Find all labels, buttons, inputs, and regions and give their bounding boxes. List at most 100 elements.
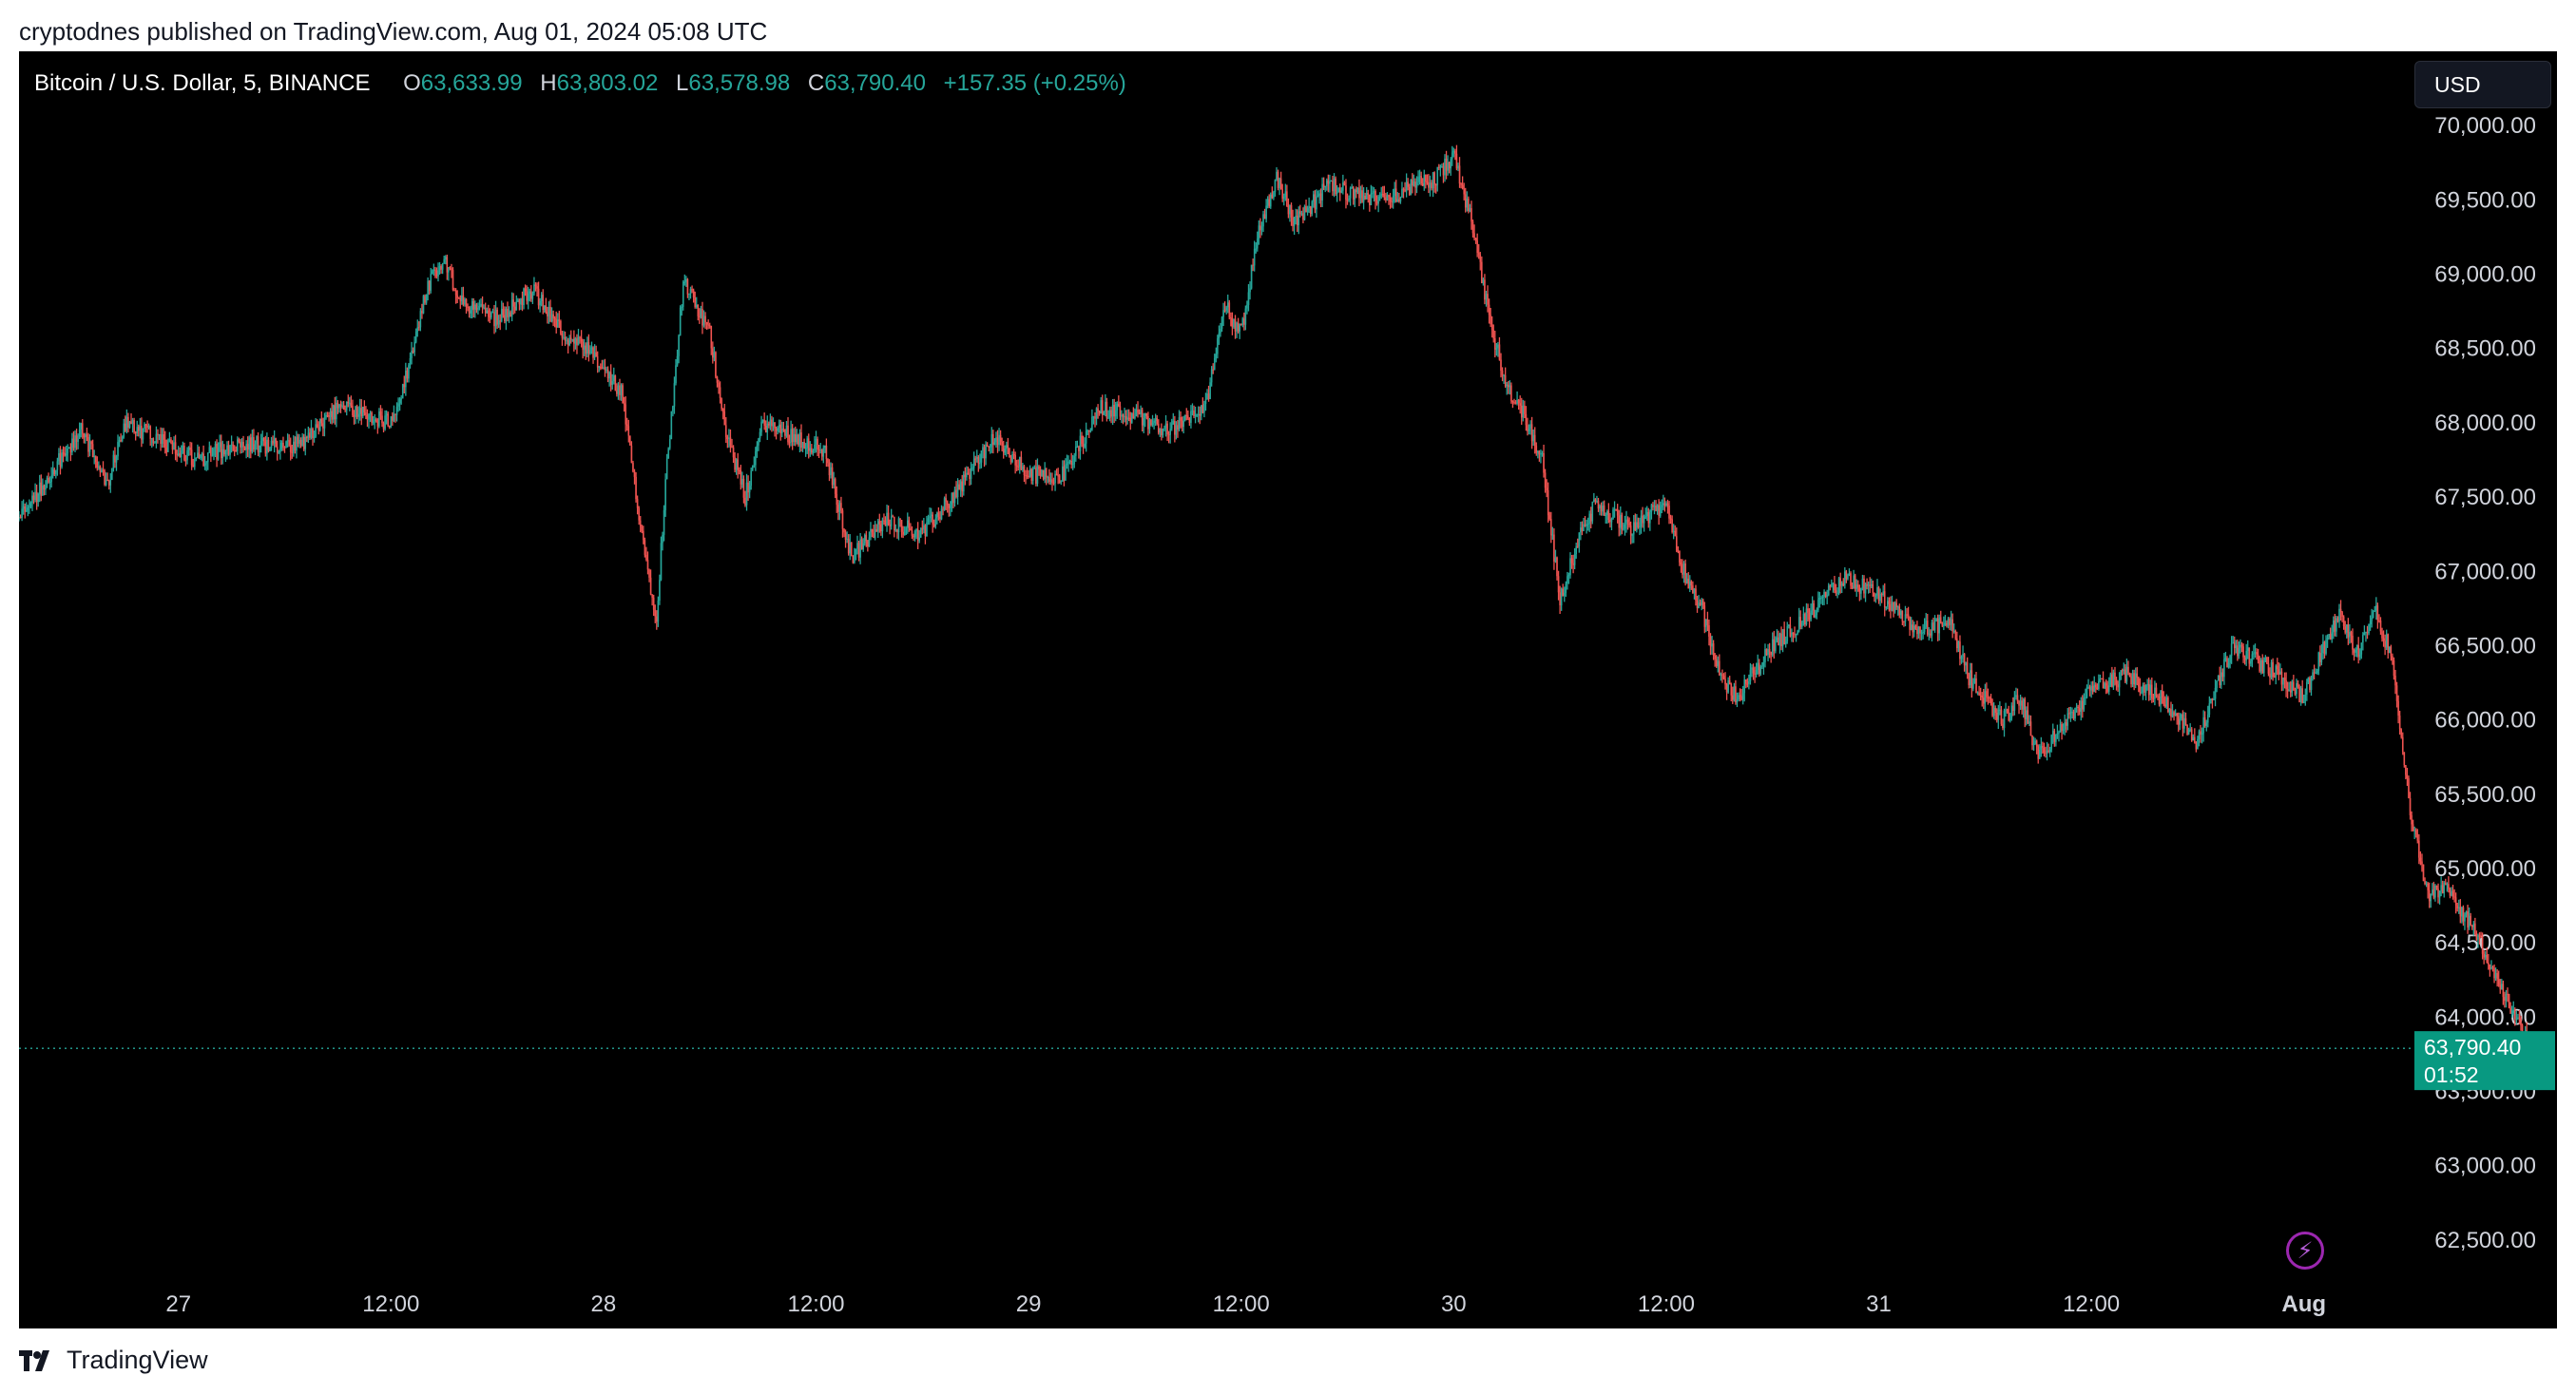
candle-body bbox=[1497, 344, 1499, 349]
candle-body bbox=[708, 325, 711, 327]
candle-body bbox=[1589, 513, 1592, 522]
candle-body bbox=[433, 269, 435, 272]
candle-body bbox=[1730, 683, 1733, 696]
candle-body bbox=[1851, 585, 1854, 589]
candle-body bbox=[908, 520, 911, 528]
candle-body bbox=[2430, 893, 2432, 902]
candle-body bbox=[1764, 649, 1766, 662]
candle-body bbox=[2184, 717, 2187, 725]
candle-body bbox=[1692, 585, 1694, 594]
candle-body bbox=[374, 419, 376, 421]
candle-body bbox=[1844, 571, 1846, 586]
candle-body bbox=[1684, 563, 1686, 583]
candle-body bbox=[1278, 178, 1280, 188]
candle-body bbox=[161, 434, 163, 445]
candle-body bbox=[2382, 638, 2385, 641]
candle-body bbox=[262, 437, 265, 442]
candle-body bbox=[2053, 731, 2056, 742]
candle-body bbox=[2240, 644, 2243, 647]
candle-body bbox=[1007, 445, 1009, 449]
candle-body bbox=[609, 372, 612, 385]
candle-body bbox=[2134, 673, 2137, 685]
candle-body bbox=[1898, 606, 1901, 616]
candle-body bbox=[1511, 400, 1514, 403]
candle-body bbox=[332, 405, 335, 420]
candle-body bbox=[55, 469, 57, 474]
candle-body bbox=[830, 467, 832, 476]
candle-body bbox=[1530, 424, 1533, 442]
currency-button[interactable]: USD bbox=[2414, 61, 2551, 108]
candle-body bbox=[1118, 404, 1120, 407]
candle-body bbox=[254, 444, 257, 450]
candle-body bbox=[761, 419, 764, 422]
lightning-icon[interactable]: ⚡ bbox=[2286, 1232, 2324, 1270]
candle-body bbox=[606, 369, 609, 379]
candle-body bbox=[167, 440, 169, 452]
candle-body bbox=[1896, 606, 1899, 608]
candle-body bbox=[798, 432, 801, 445]
candle-body bbox=[1820, 597, 1822, 599]
candle-body bbox=[1402, 188, 1405, 190]
candle-body bbox=[1081, 435, 1083, 445]
candle-body bbox=[1048, 476, 1050, 482]
candle-body bbox=[2133, 673, 2135, 685]
candle-body bbox=[1385, 197, 1387, 201]
candle-body bbox=[2379, 620, 2382, 632]
candle-body bbox=[1594, 499, 1597, 502]
candle-body bbox=[1498, 344, 1501, 360]
candle-body bbox=[1469, 208, 1471, 212]
candle-body bbox=[2505, 993, 2508, 1002]
candle-body bbox=[929, 516, 931, 519]
candle-body bbox=[2406, 774, 2409, 779]
candle-body bbox=[221, 449, 224, 459]
candle-body bbox=[1015, 465, 1018, 467]
candle-body bbox=[1935, 619, 1937, 621]
candle-body bbox=[870, 528, 872, 538]
candle-body bbox=[1858, 587, 1861, 594]
candle-body bbox=[774, 422, 776, 429]
candle-body bbox=[72, 438, 75, 449]
candle-body bbox=[437, 270, 439, 277]
candle-body bbox=[1346, 200, 1349, 201]
candle-body bbox=[1606, 511, 1608, 515]
candle-body bbox=[982, 447, 984, 451]
candle-body bbox=[665, 458, 668, 480]
candle-body bbox=[1287, 206, 1290, 215]
candle-body bbox=[2256, 652, 2258, 655]
candle-body bbox=[945, 498, 947, 502]
candle-body bbox=[1736, 699, 1739, 703]
candle-body bbox=[1688, 581, 1691, 589]
candle-body bbox=[526, 291, 528, 301]
candle-body bbox=[117, 442, 119, 457]
candle-body bbox=[1148, 419, 1151, 430]
candle-body bbox=[524, 288, 527, 292]
candle-body bbox=[2435, 885, 2438, 889]
candle-body bbox=[670, 411, 673, 440]
candle-body bbox=[787, 425, 789, 443]
candle-body bbox=[344, 409, 346, 411]
candle-body bbox=[1860, 587, 1862, 594]
candle-body bbox=[1450, 159, 1452, 169]
candle-body bbox=[672, 406, 674, 411]
candle-body bbox=[1591, 502, 1594, 522]
candle-body bbox=[2444, 883, 2447, 885]
price-chart[interactable]: 62,500.0063,000.0063,500.0064,000.0064,5… bbox=[19, 51, 2557, 1328]
candle-body bbox=[539, 300, 541, 306]
candle-body bbox=[1193, 411, 1195, 416]
candle-body bbox=[2187, 729, 2190, 735]
candle-body bbox=[2226, 658, 2228, 668]
candle-body bbox=[1887, 601, 1889, 607]
x-tick-label: 12:00 bbox=[362, 1291, 419, 1317]
candle-body bbox=[398, 398, 401, 404]
candle-body bbox=[807, 438, 810, 451]
candle-body bbox=[638, 507, 640, 521]
chart-frame[interactable]: 62,500.00 63,000.00 63,500.00 64,000.00 64,5… bbox=[19, 51, 2557, 1328]
candle-body bbox=[2307, 678, 2310, 682]
candle-body bbox=[345, 401, 348, 411]
tradingview-brand[interactable]: TradingView bbox=[19, 1346, 208, 1375]
symbol-title[interactable]: Bitcoin / U.S. Dollar, 5, BINANCE bbox=[34, 70, 371, 96]
candle-body bbox=[857, 543, 860, 558]
candle-body bbox=[1656, 505, 1659, 511]
candle-body bbox=[2443, 883, 2446, 893]
x-tick-label: 30 bbox=[1441, 1291, 1467, 1317]
